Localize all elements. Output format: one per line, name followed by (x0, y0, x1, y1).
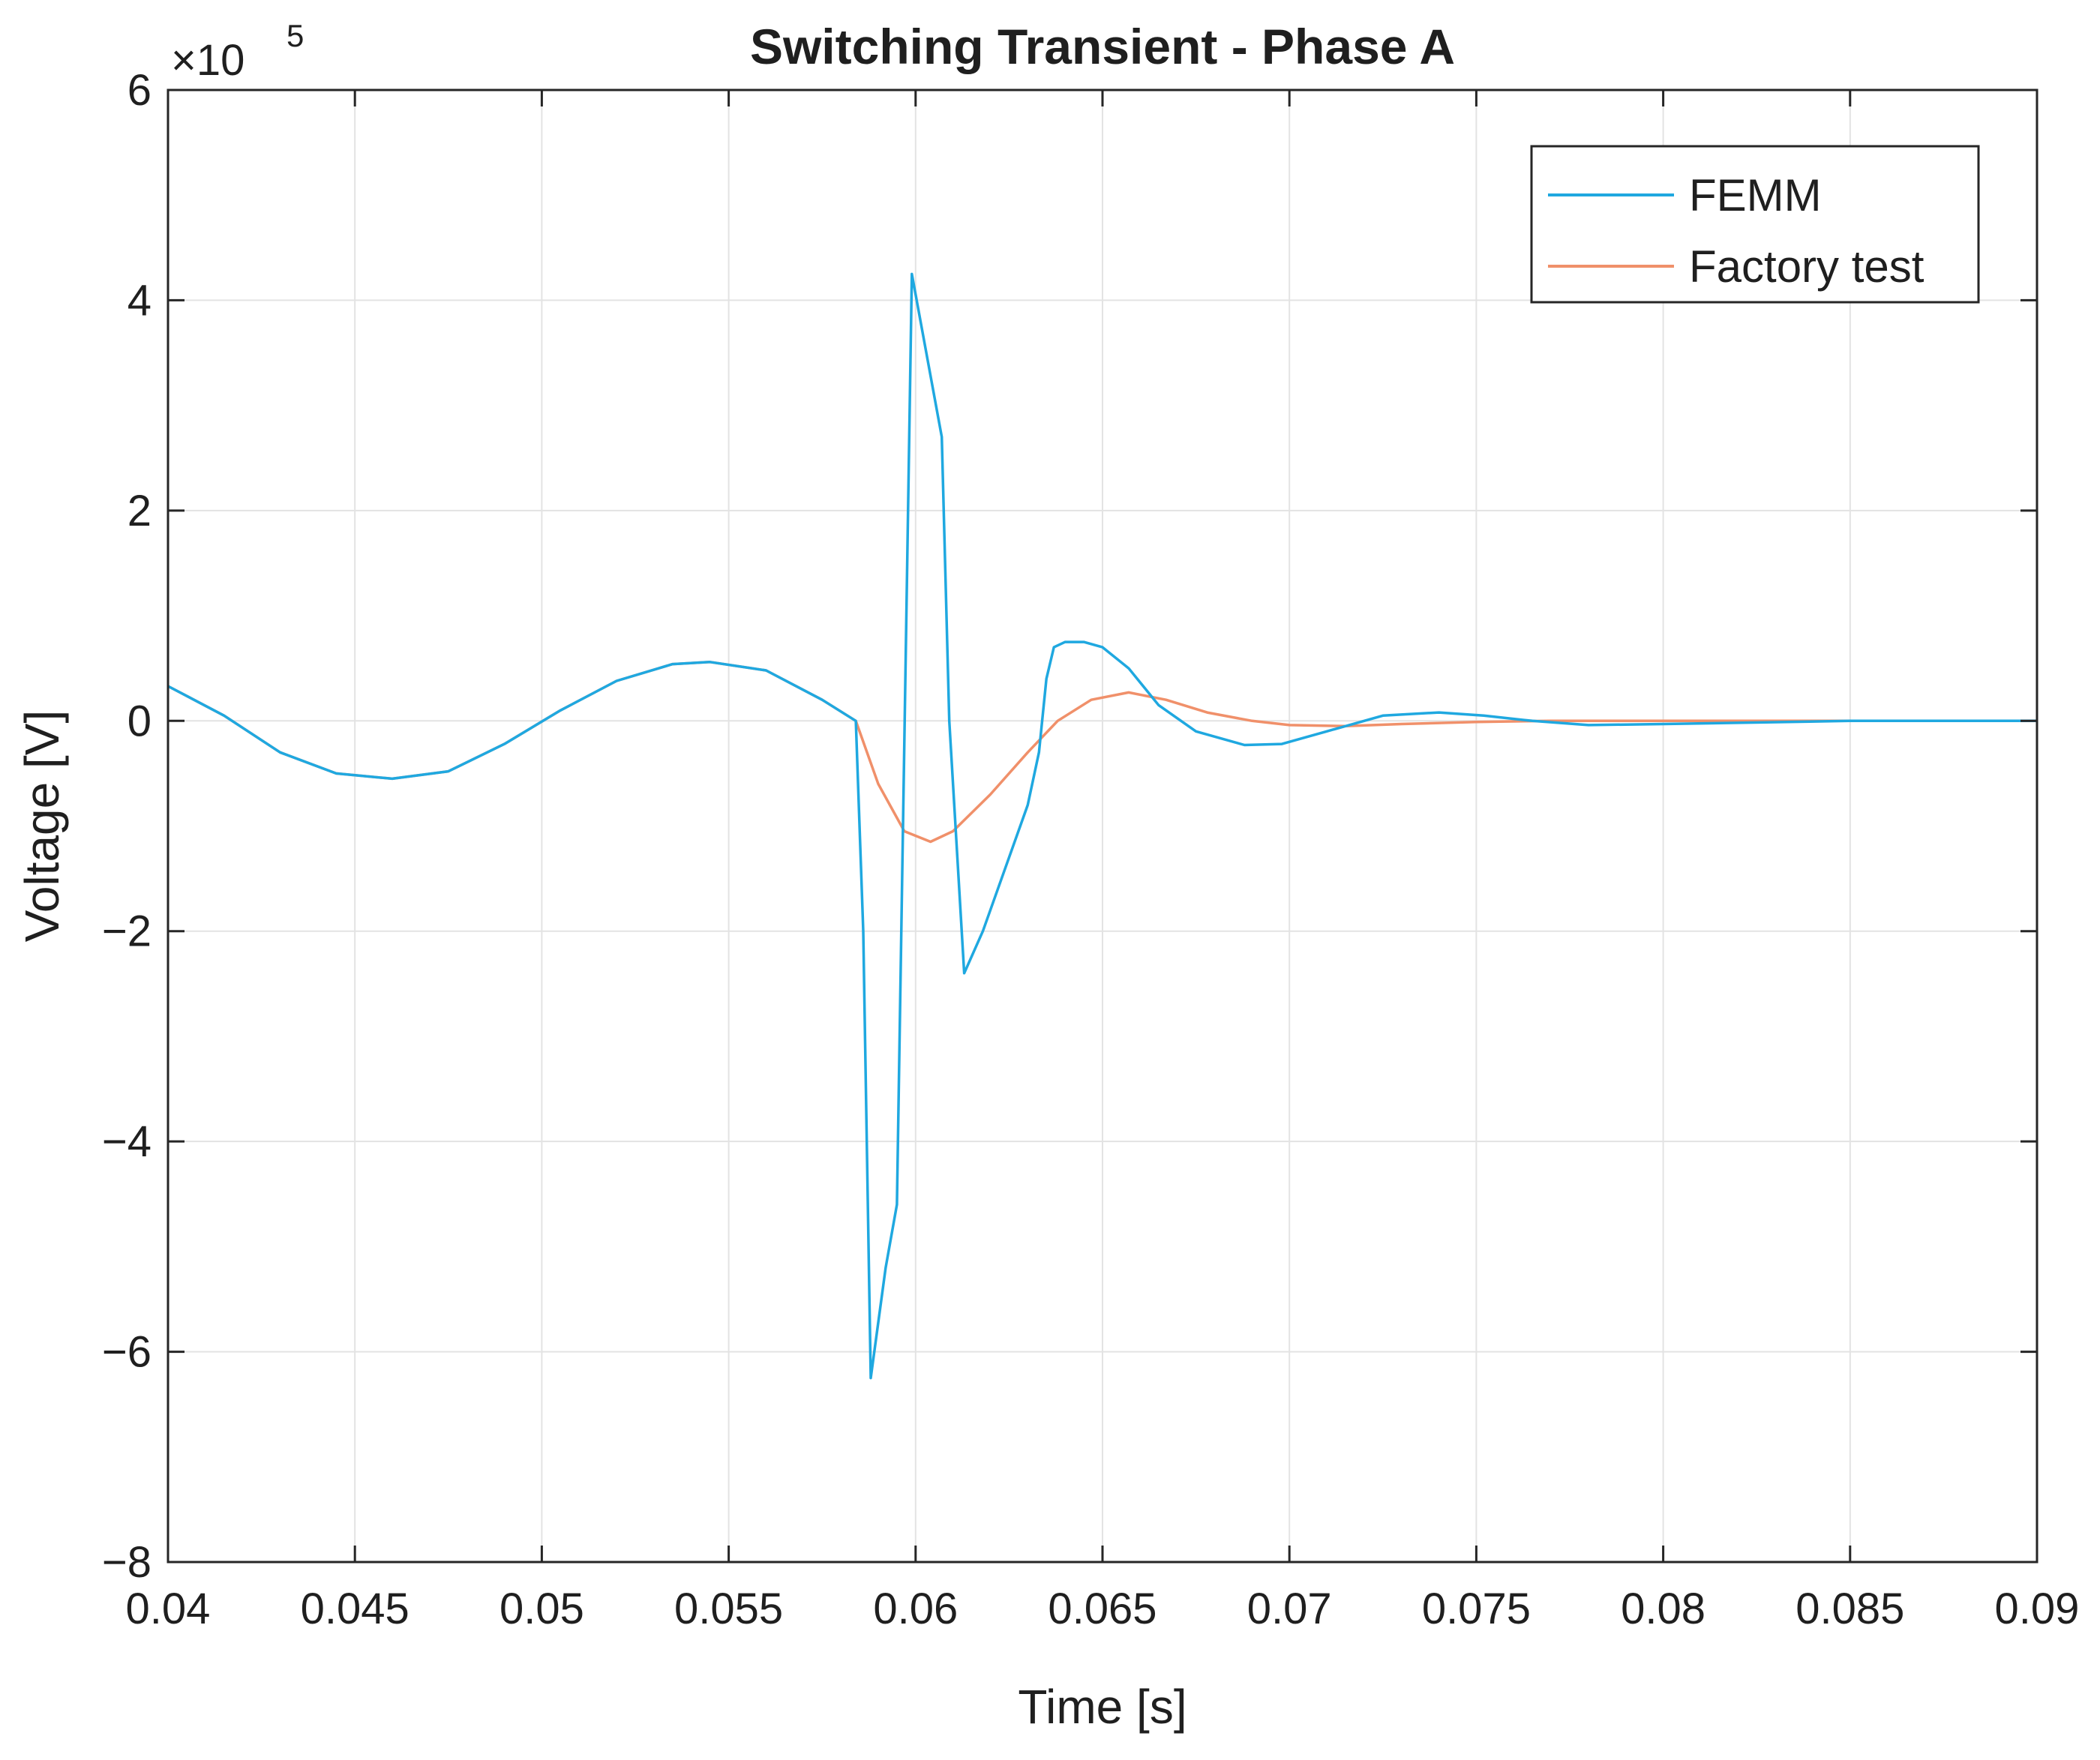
y-tick-label: −6 (102, 1328, 152, 1377)
x-tick-label: 0.08 (1621, 1585, 1706, 1633)
x-tick-label: 0.075 (1422, 1585, 1531, 1633)
y-axis-label: Voltage [V] (15, 710, 69, 943)
y-tick-label: 6 (128, 66, 152, 115)
x-tick-label: 0.07 (1247, 1585, 1332, 1633)
y-axis-multiplier: ×10 5 (171, 18, 304, 85)
chart-title: Switching Transient - Phase A (750, 19, 1455, 74)
x-tick-label: 0.05 (500, 1585, 584, 1633)
x-tick-label: 0.045 (301, 1585, 410, 1633)
axis-ticks: 0.04 0.045 0.05 0.055 0.06 0.065 0.07 0.075 0.08… (102, 66, 2080, 1633)
x-tick-label: 0.055 (674, 1585, 783, 1633)
y-multiplier-exponent: 5 (286, 18, 304, 53)
x-tick-label: 0.06 (873, 1585, 958, 1633)
y-tick-label: −4 (102, 1117, 152, 1166)
series-line-femm (167, 272, 2037, 1380)
legend-label-femm: FEMM (1689, 170, 1822, 220)
legend: FEMM Factory test (1530, 145, 1980, 304)
y-multiplier-base: ×10 (171, 36, 244, 85)
x-tick-label: 0.09 (1995, 1585, 2080, 1633)
x-tick-label: 0.085 (1796, 1585, 1904, 1633)
plot-lines (167, 272, 2037, 1380)
x-tick-label: 0.04 (126, 1585, 211, 1633)
legend-label-factory-test: Factory test (1689, 241, 1924, 292)
x-axis-label: Time [s] (1018, 1680, 1186, 1734)
y-tick-label: −8 (102, 1538, 152, 1587)
y-tick-label: 4 (128, 276, 152, 325)
legend-box (1530, 145, 1980, 304)
x-tick-label: 0.065 (1048, 1585, 1156, 1633)
y-tick-label: 2 (128, 487, 152, 535)
y-tick-label: 0 (128, 697, 152, 745)
y-tick-label: −2 (102, 907, 152, 956)
